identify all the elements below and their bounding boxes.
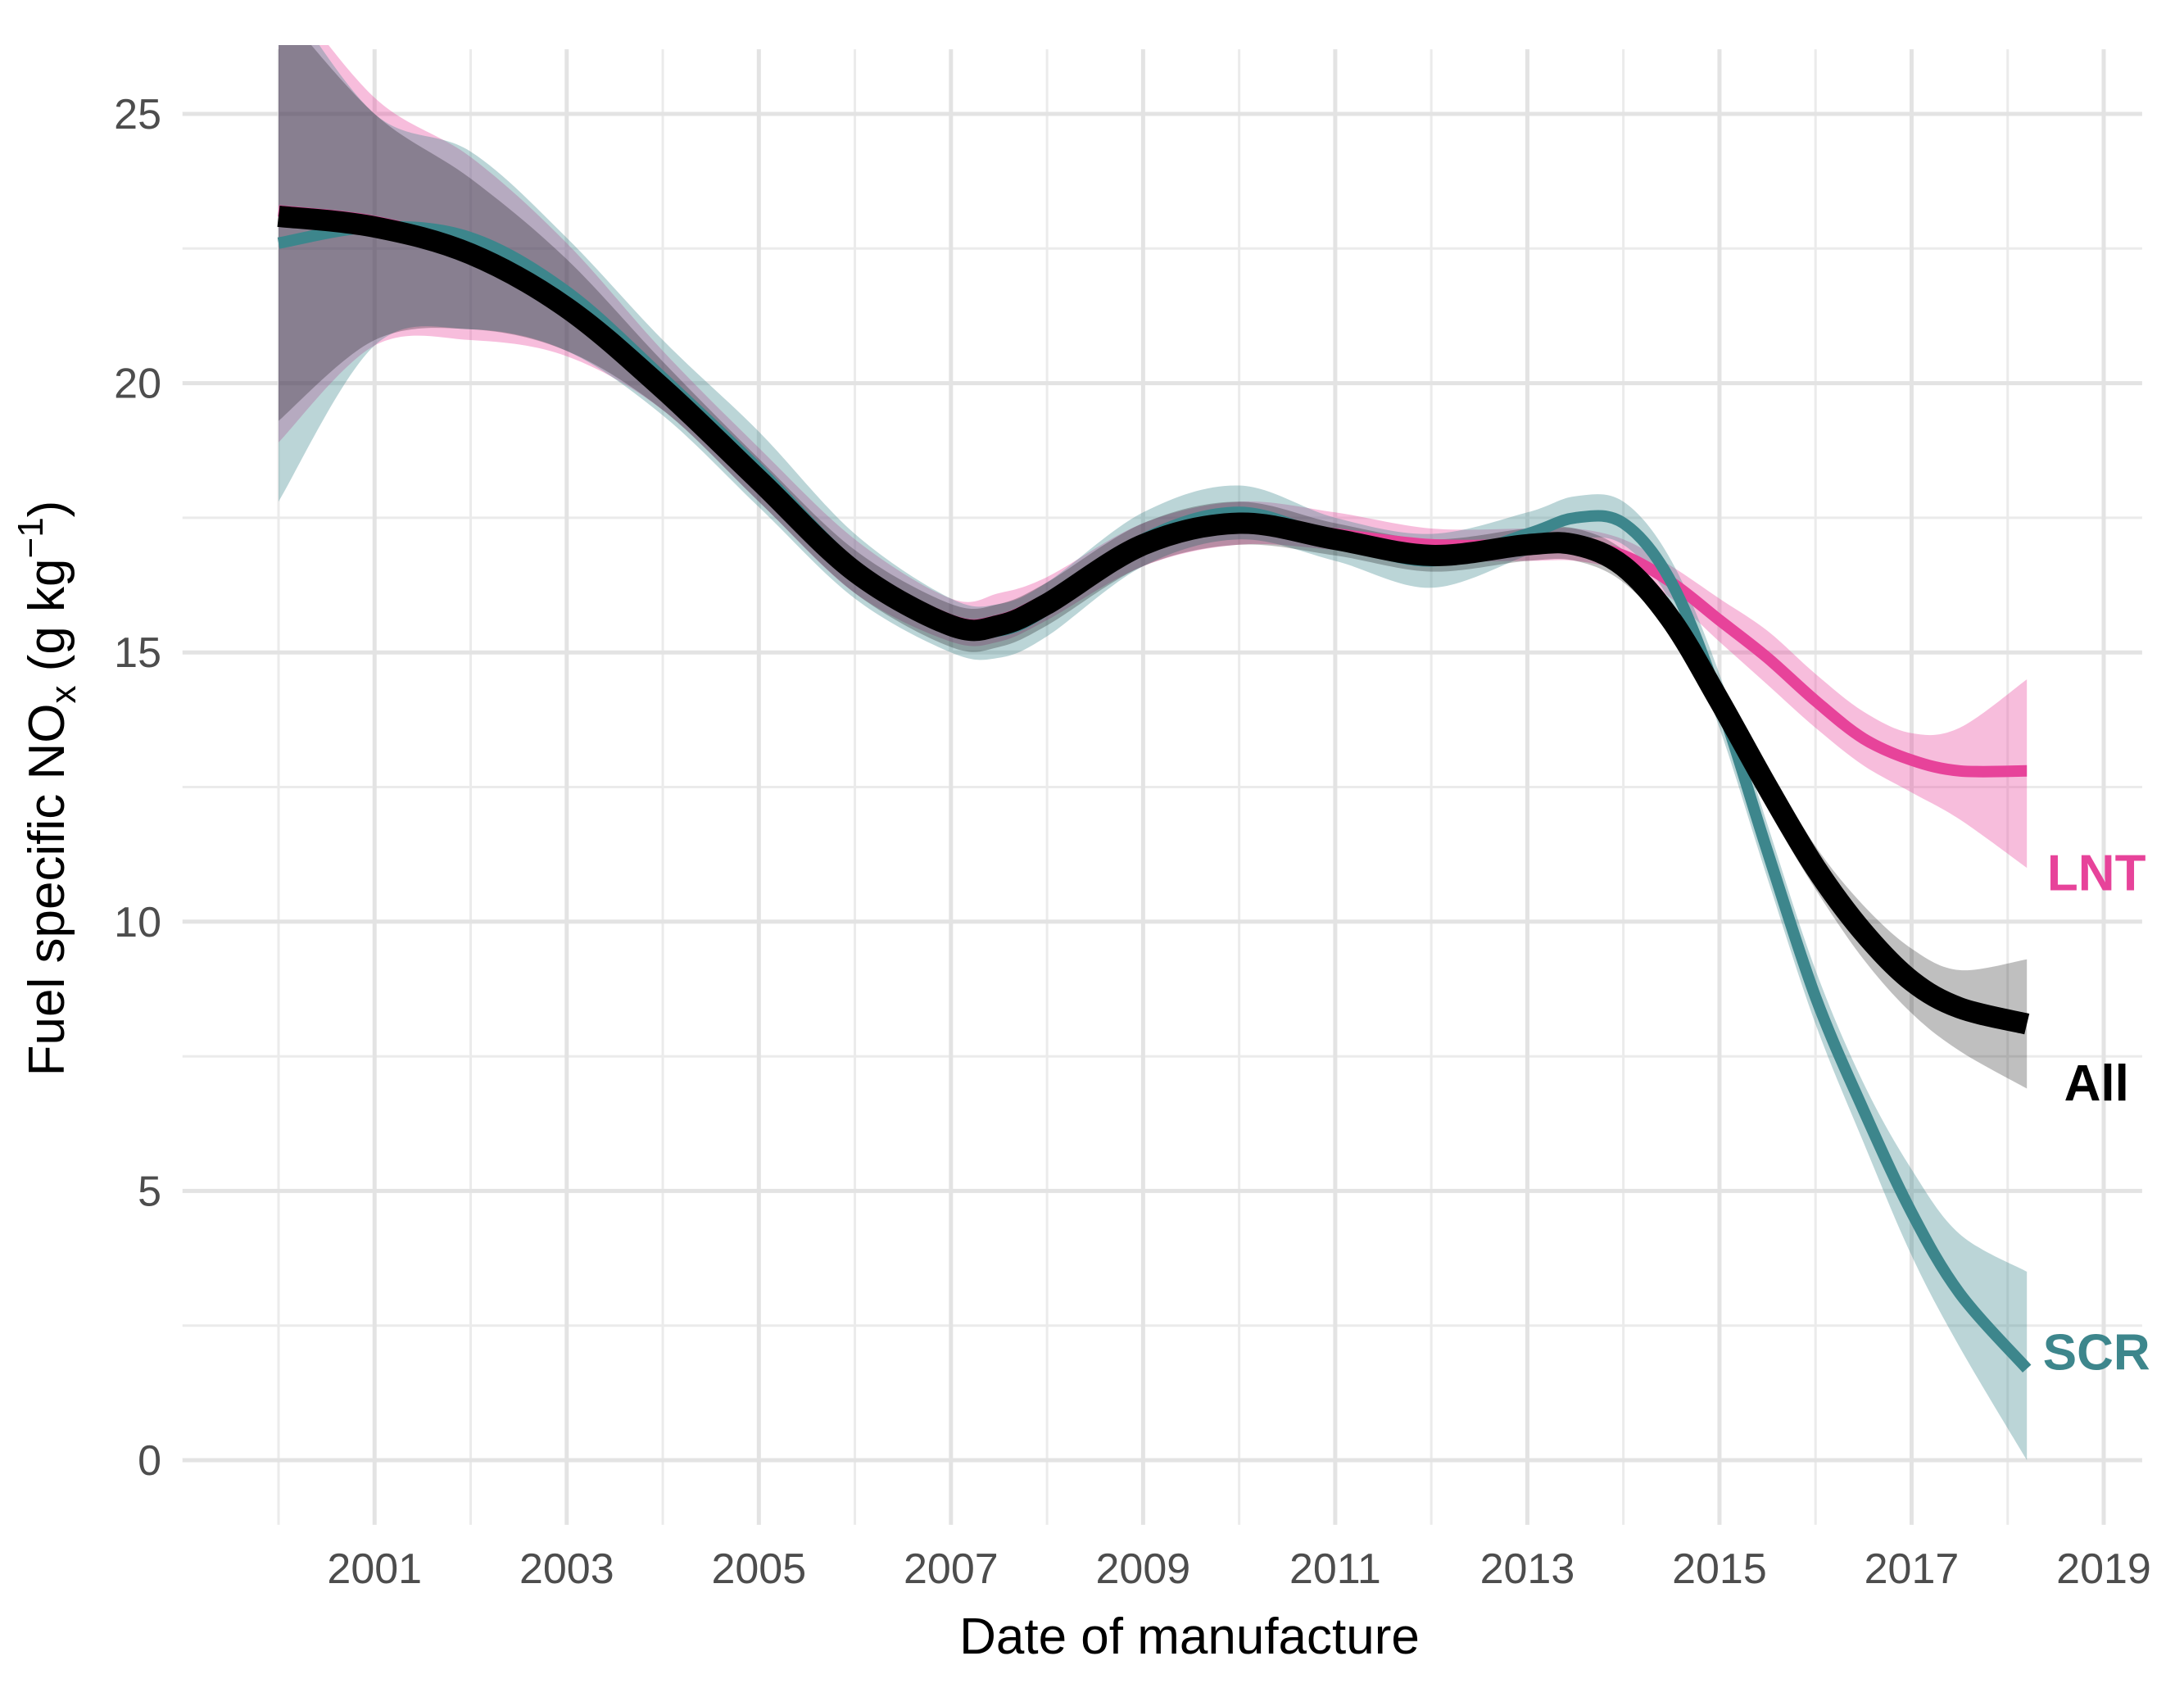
y-axis-title-close: ) [19,501,75,518]
y-tick-label-25: 25 [114,91,161,138]
x-tick-label-2007: 2007 [904,1545,999,1593]
x-tick-label-2017: 2017 [1865,1545,1960,1593]
series-label-scr: SCR [2043,1325,2150,1382]
y-tick-label-10: 10 [114,899,161,946]
x-tick-label-2015: 2015 [1672,1545,1767,1593]
y-axis-ticks: 0 5 10 15 20 25 [114,91,161,1485]
line-all [277,205,2030,1035]
x-tick-label-2009: 2009 [1096,1545,1191,1593]
y-tick-label-0: 0 [138,1437,161,1485]
x-tick-label-2003: 2003 [519,1545,614,1593]
confidence-bands [279,45,2028,1460]
x-axis-title: Date of manufacture [959,1609,1420,1665]
grid-minor [182,49,2142,1525]
x-tick-label-2011: 2011 [1289,1545,1381,1593]
y-axis-title-unit: (g kg [19,558,75,685]
series-lines [277,205,2032,1373]
y-tick-label-5: 5 [138,1168,161,1215]
band-scr [279,45,2028,1460]
series-label-lnt: LNT [2047,846,2146,902]
y-axis-title-main: Fuel specific NO [19,704,75,1077]
y-tick-label-15: 15 [114,629,161,677]
y-axis-title-subscript: x [43,686,84,704]
x-tick-label-2019: 2019 [2056,1545,2151,1593]
x-axis-ticks: 2001 2003 2005 2007 2009 2011 2013 2015 2017 2019 [327,1545,2150,1593]
x-tick-label-2013: 2013 [1480,1545,1575,1593]
y-axis-title-superscript: −1 [11,517,51,558]
grid-major [182,49,2142,1525]
x-tick-label-2005: 2005 [711,1545,806,1593]
series-labels: LNT SCR All [2043,846,2150,1382]
y-tick-label-20: 20 [114,361,161,408]
y-axis-title: Fuel specific NOx (g kg−1) [11,501,84,1077]
series-label-all: All [2064,1055,2129,1112]
x-tick-label-2001: 2001 [327,1545,422,1593]
